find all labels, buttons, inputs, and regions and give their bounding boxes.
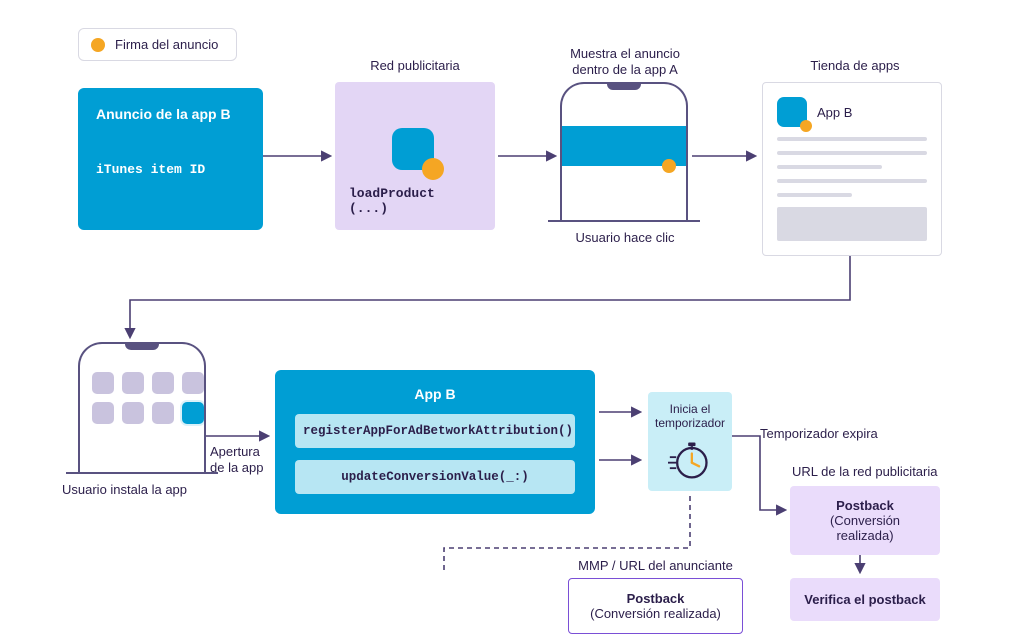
ad-box-title: Anuncio de la app B bbox=[96, 106, 245, 122]
skeleton-line bbox=[777, 151, 927, 155]
phone-notch-icon bbox=[125, 344, 159, 350]
legend-label: Firma del anuncio bbox=[115, 37, 218, 52]
load-product-code: loadProduct (...) bbox=[349, 186, 481, 216]
skeleton-line bbox=[777, 193, 852, 197]
postback-title: Postback bbox=[587, 591, 724, 606]
app-store-card: App B bbox=[762, 82, 942, 256]
ad-banner bbox=[562, 126, 686, 166]
code-register: registerAppForAdBetworkAttribution() bbox=[295, 414, 575, 448]
ad-network-box: loadProduct (...) bbox=[335, 82, 495, 230]
postback-box-2: Postback (Conversión realizada) bbox=[568, 578, 743, 634]
label-shows-ad: Muestra el anuncio dentro de la app A bbox=[555, 46, 695, 79]
postback-subtitle: (Conversión realizada) bbox=[808, 513, 922, 543]
timer-box: Inicia eltemporizador bbox=[648, 392, 732, 491]
app-b-panel: App B registerAppForAdBetworkAttribution… bbox=[275, 370, 595, 514]
stopwatch-icon bbox=[668, 437, 712, 481]
ad-box: Anuncio de la app B iTunes item ID bbox=[78, 88, 263, 230]
verify-box: Verifica el postback bbox=[790, 578, 940, 621]
timer-label: Inicia eltemporizador bbox=[655, 402, 725, 431]
app-b-installed-icon bbox=[182, 402, 204, 424]
label-timer-expires: Temporizador expira bbox=[760, 426, 878, 441]
phone-a bbox=[560, 82, 688, 222]
label-app-open: Apertura de la app bbox=[210, 444, 270, 477]
home-screen-grid bbox=[92, 372, 192, 424]
label-app-store: Tienda de apps bbox=[785, 58, 925, 73]
phone-notch-icon bbox=[607, 84, 641, 90]
legend: Firma del anuncio bbox=[78, 28, 237, 61]
postback-title: Postback bbox=[808, 498, 922, 513]
label-ad-network-url: URL de la red publicitaria bbox=[792, 464, 937, 479]
label-user-installs: Usuario instala la app bbox=[62, 482, 232, 497]
legend-dot-icon bbox=[91, 38, 105, 52]
label-mmp-url: MMP / URL del anunciante bbox=[568, 558, 743, 573]
signature-dot-icon bbox=[662, 159, 676, 173]
postback-box-1: Postback (Conversión realizada) bbox=[790, 486, 940, 555]
signature-dot-icon bbox=[422, 158, 444, 180]
store-app-icon-wrap bbox=[777, 97, 807, 127]
label-ad-network: Red publicitaria bbox=[335, 58, 495, 73]
app-b-panel-title: App B bbox=[414, 386, 455, 402]
app-icon-wrap bbox=[392, 128, 438, 174]
skeleton-line bbox=[777, 179, 927, 183]
postback-subtitle: (Conversión realizada) bbox=[587, 606, 724, 621]
code-update: updateConversionValue(_:) bbox=[295, 460, 575, 494]
skeleton-line bbox=[777, 165, 882, 169]
ad-box-code: iTunes item ID bbox=[96, 162, 245, 177]
skeleton-line bbox=[777, 137, 927, 141]
label-user-clicks: Usuario hace clic bbox=[555, 230, 695, 245]
signature-dot-icon bbox=[800, 120, 812, 132]
store-app-name: App B bbox=[817, 105, 852, 120]
skeleton-box bbox=[777, 207, 927, 241]
phone-install bbox=[78, 342, 206, 474]
